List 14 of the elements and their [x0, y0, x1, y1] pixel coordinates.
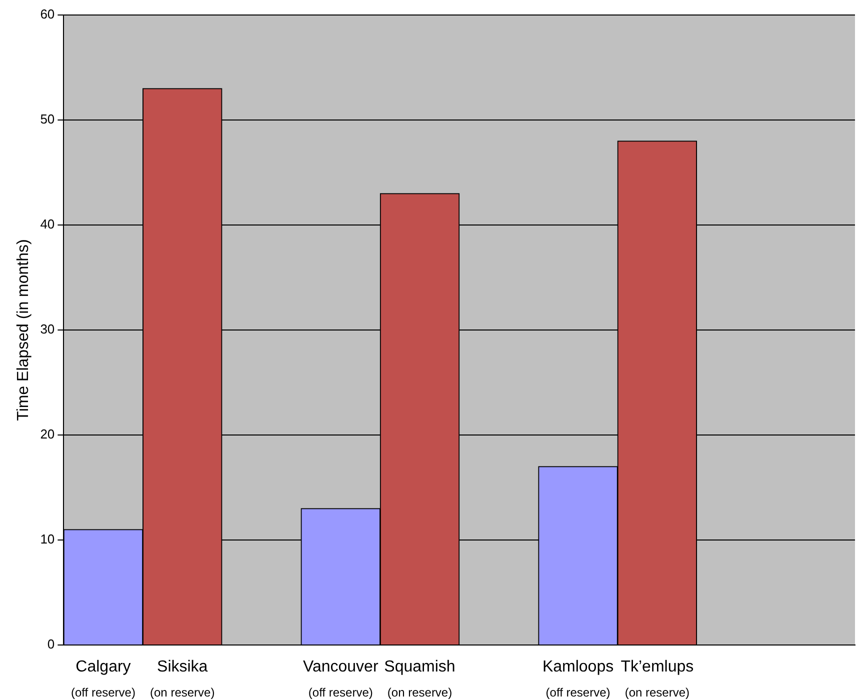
y-tick-label: 10 — [40, 532, 55, 547]
x-tick-label: Kamloops (off reserve) — [542, 658, 614, 700]
y-tick-label: 60 — [40, 6, 55, 22]
y-tick-label: 40 — [40, 216, 55, 232]
x-tick-label: Calgary (off reserve) — [70, 658, 136, 700]
y-tick-label: 0 — [47, 636, 55, 652]
y-tick-label: 30 — [40, 322, 55, 337]
y-tick-label: 20 — [40, 426, 55, 442]
x-tick-label: Siksika (on reserve) — [150, 658, 215, 700]
x-tick-label: Vancouver (off reserve) — [302, 658, 379, 700]
x-tick-label: Tk’emlups (on reserve) — [620, 658, 694, 700]
y-axis-title: Time Elapsed (in months) — [15, 239, 32, 421]
y-tick-label: 50 — [40, 112, 55, 127]
x-tick-label: Squamish (on reserve) — [384, 658, 456, 700]
